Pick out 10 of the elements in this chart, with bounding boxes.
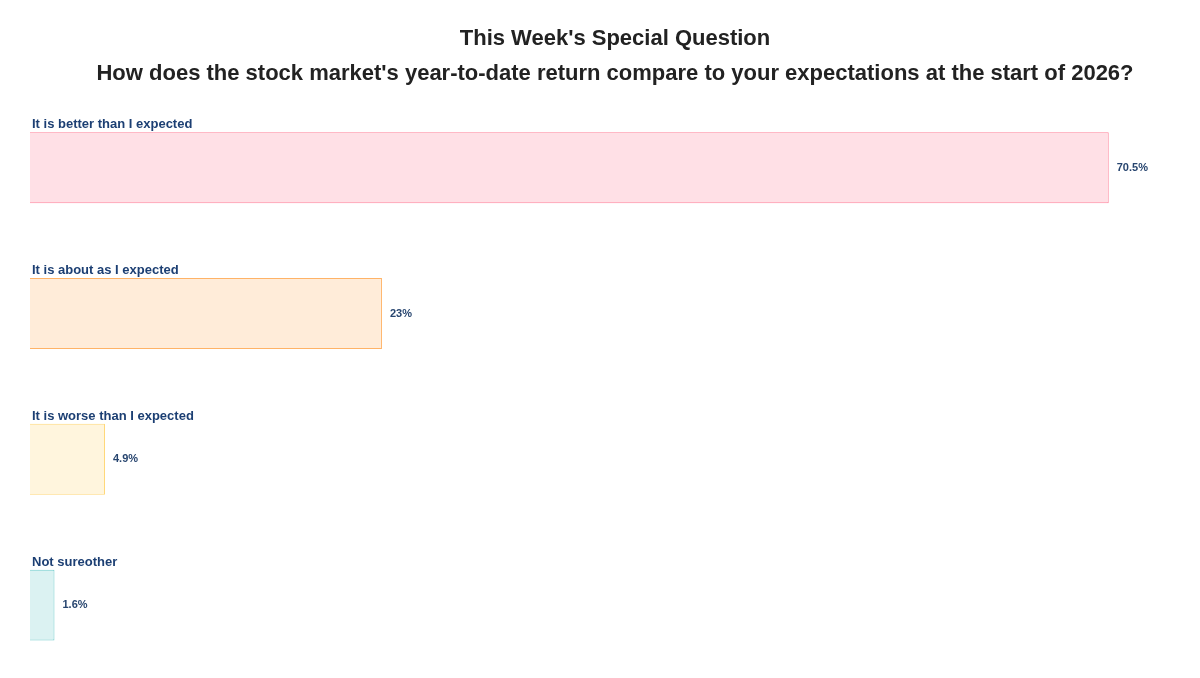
data-label: 23% xyxy=(389,306,413,319)
y-tick-label: Not sureother xyxy=(32,553,118,569)
y-tick-label: It is worse than I expected xyxy=(32,407,194,423)
y-tick-label: It is better than I expected xyxy=(32,116,193,132)
data-label: 70.5% xyxy=(1116,160,1149,173)
chart-title: This Week's Special Question xyxy=(459,25,771,51)
chart-subtitle: How does the stock market's year-to-date return compare to your expectations at the start of 2026? xyxy=(96,59,1134,85)
data-label: 4.9% xyxy=(112,452,139,465)
y-tick-label: It is about as I expected xyxy=(32,262,179,278)
data-label: 1.6% xyxy=(62,598,88,611)
